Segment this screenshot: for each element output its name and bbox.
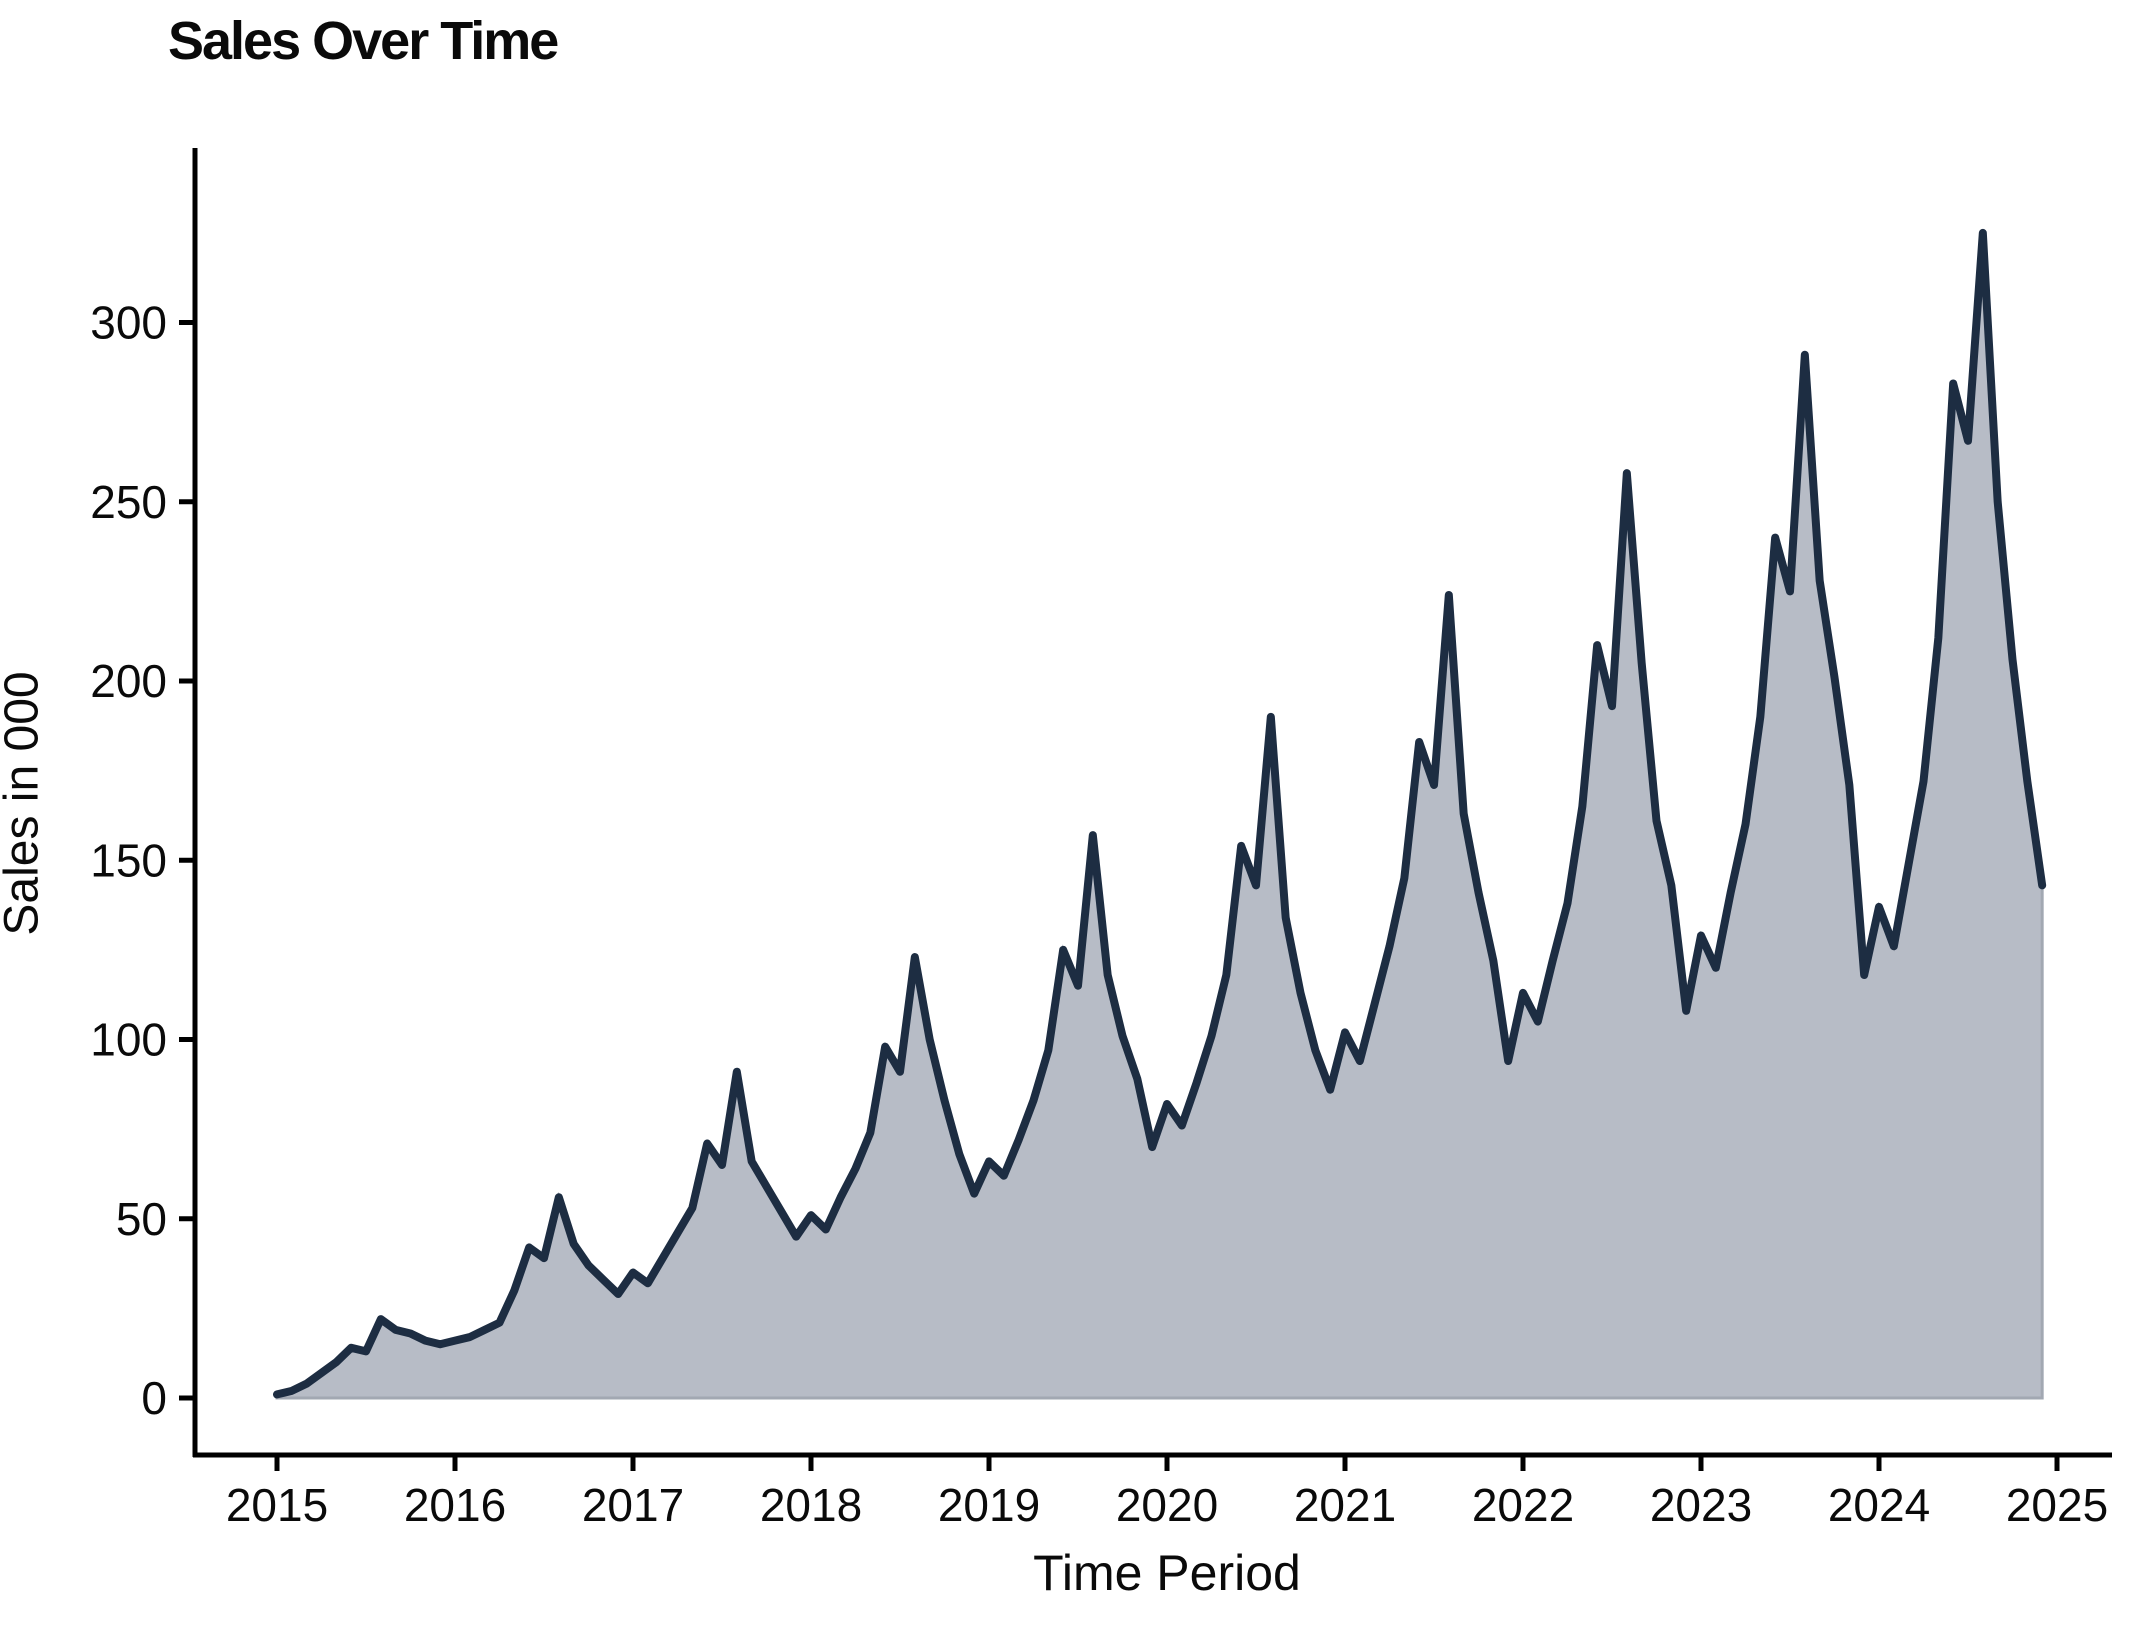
x-tick-label: 2023 <box>1650 1479 1752 1531</box>
x-tick-label: 2016 <box>404 1479 506 1531</box>
y-axis-title: Sales in 000 <box>0 671 49 936</box>
chart-title: Sales Over Time <box>168 11 559 71</box>
x-tick-label: 2018 <box>760 1479 862 1531</box>
x-tick-label: 2015 <box>226 1479 328 1531</box>
x-tick-label: 2019 <box>938 1479 1040 1531</box>
y-tick-label: 200 <box>90 655 167 707</box>
x-tick-label: 2020 <box>1116 1479 1218 1531</box>
y-tick-label: 150 <box>90 834 167 886</box>
x-tick-label: 2022 <box>1472 1479 1574 1531</box>
y-tick-label: 300 <box>90 297 167 349</box>
x-tick-label: 2024 <box>1828 1479 1930 1531</box>
y-tick-label: 50 <box>116 1193 167 1245</box>
y-tick-label: 0 <box>141 1372 167 1424</box>
x-tick-label: 2021 <box>1294 1479 1396 1531</box>
x-tick-label: 2025 <box>2006 1479 2108 1531</box>
sales-line <box>273 228 2047 1399</box>
x-tick-label: 2017 <box>582 1479 684 1531</box>
y-tick-label: 100 <box>90 1014 167 1066</box>
sales-area-fill <box>275 232 2044 1400</box>
y-tick-label: 250 <box>90 476 167 528</box>
x-axis-title: Time Period <box>1033 1545 1301 1601</box>
